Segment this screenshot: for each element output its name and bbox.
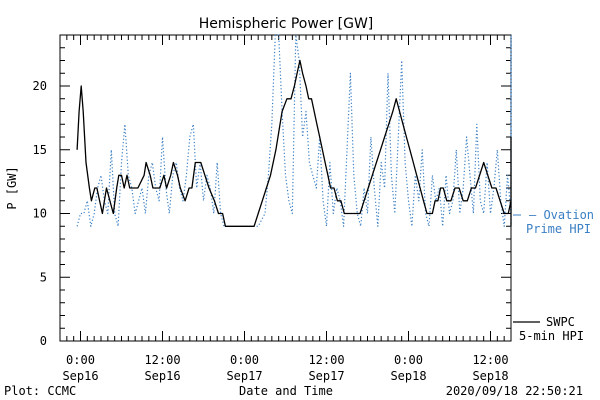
series-line-swpc — [76, 59, 512, 227]
x-axis-label: Date and Time — [239, 384, 333, 398]
legend-swpc-line2: 5-min HPI — [519, 329, 584, 343]
x-tick-date: Sep16 — [144, 369, 180, 383]
y-axis: 0 5 10 15 20 — [33, 34, 511, 348]
y-tick-label: 10 — [33, 207, 47, 221]
x-tick-date: Sep18 — [472, 369, 508, 383]
x-tick-time: 0:00 — [394, 353, 423, 367]
x-tick-time: 12:00 — [144, 353, 180, 367]
y-axis-label: P [GW] — [5, 166, 19, 209]
x-tick-time: 12:00 — [308, 353, 344, 367]
x-tick-time: 0:00 — [230, 353, 259, 367]
legend-swpc-line1: SWPC — [546, 315, 575, 329]
x-tick-date: Sep17 — [226, 369, 262, 383]
series-layer — [76, 34, 512, 227]
x-tick-time: 12:00 — [472, 353, 508, 367]
x-tick-date: Sep16 — [62, 369, 98, 383]
y-tick-label: 5 — [40, 270, 47, 284]
legend-ovation-line1: — Ovation — [529, 208, 594, 222]
x-tick-date: Sep18 — [390, 369, 426, 383]
y-tick-label: 0 — [40, 334, 47, 348]
chart-title: Hemispheric Power [GW] — [199, 16, 374, 32]
x-tick-date: Sep17 — [308, 369, 344, 383]
y-tick-label: 20 — [33, 79, 47, 93]
timestamp: 2020/09/18 22:50:21 — [446, 384, 583, 398]
x-tick-time: 0:00 — [66, 353, 95, 367]
x-axis: 0:00 Sep16 12:00 Sep16 0:00 Sep17 12:00 Sep17 0:… — [59, 35, 512, 383]
legend-ovation-line2: Prime HPI — [526, 222, 591, 236]
plot-credit: Plot: CCMC — [4, 384, 76, 398]
y-tick-label: 15 — [33, 143, 47, 157]
